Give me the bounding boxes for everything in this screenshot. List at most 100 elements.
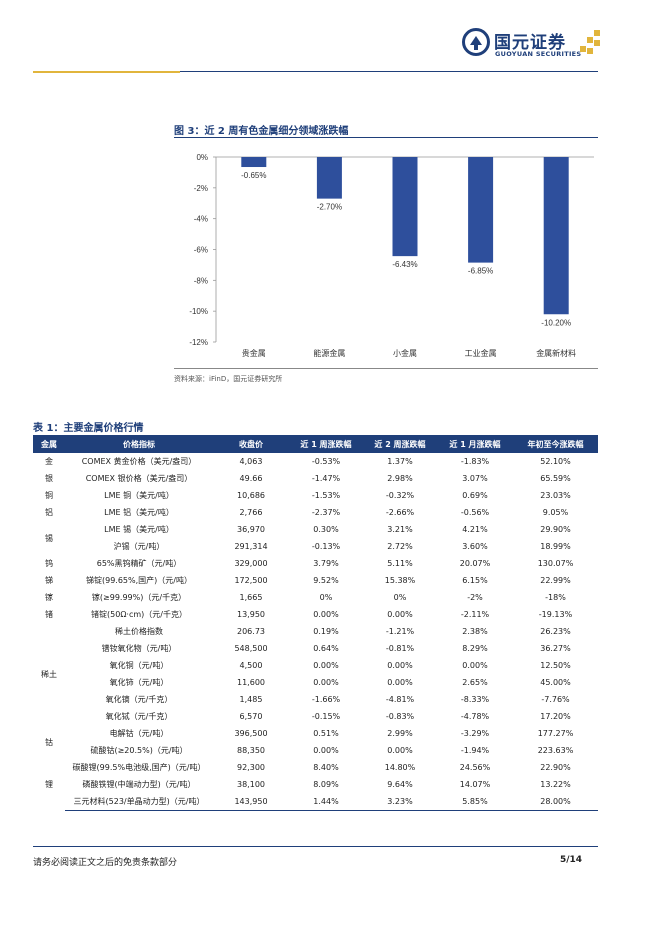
header-rule-gold bbox=[33, 71, 180, 73]
table-cell: 3.79% bbox=[313, 559, 339, 568]
metal-cell: 铝 bbox=[45, 508, 53, 517]
table-cell: -2% bbox=[467, 593, 483, 602]
footer-rule bbox=[33, 846, 598, 847]
table-cell: 12.50% bbox=[540, 661, 571, 670]
table-cell: 18.99% bbox=[540, 542, 571, 551]
table-cell: 8.40% bbox=[313, 763, 339, 772]
table-cell: 8.29% bbox=[462, 644, 488, 653]
table-cell: -2.37% bbox=[311, 508, 341, 517]
company-name-en: GUOYUAN SECURITIES bbox=[495, 50, 582, 58]
table-cell: 氧化铽（元/千克） bbox=[105, 712, 173, 721]
table-cell: 14.80% bbox=[384, 763, 416, 772]
table-header-row: 金属 价格指标 收盘价近 1 周涨跌幅近 2 周涨跌幅近 1 月涨跌幅 年初至今涨跌幅 bbox=[33, 435, 598, 453]
table-cell: 3.21% bbox=[387, 525, 413, 534]
table-cell: 49.66 bbox=[239, 474, 263, 483]
figure-top-rule bbox=[174, 137, 598, 138]
table-cell: -3.29% bbox=[460, 729, 490, 738]
table-cell: 9.52% bbox=[313, 576, 339, 585]
logo-decoration-icon bbox=[580, 30, 600, 54]
metal-cell: 银 bbox=[45, 474, 53, 483]
table-row: 沪锡（元/吨） 291,314 -0.13% 2.72% 3.60% 18.99% bbox=[33, 538, 598, 555]
table-cell: 45.00% bbox=[540, 678, 571, 687]
table-header-cell: 收盘价 bbox=[213, 435, 289, 453]
table-cell: 1.37% bbox=[387, 457, 413, 466]
metal-cell: 钨 bbox=[45, 559, 53, 568]
table-cell: 130.07% bbox=[537, 559, 574, 568]
table-cell: 65.59% bbox=[540, 474, 571, 483]
category-labels: 贵金属 能源金属 小金属 工业金属 金属新材料 bbox=[242, 348, 576, 358]
bar-series bbox=[241, 157, 569, 315]
table-cell: 3.60% bbox=[462, 542, 488, 551]
table-cell: -19.13% bbox=[538, 610, 573, 619]
value-labels: -0.65% -2.70% -6.43% -6.85% -10.20% bbox=[241, 171, 571, 327]
logo-emblem-icon bbox=[462, 28, 490, 56]
table-cell: 20.07% bbox=[459, 559, 491, 568]
table-cell: -1.53% bbox=[311, 491, 341, 500]
bar bbox=[241, 157, 267, 168]
y-tick-label: -2% bbox=[194, 184, 208, 193]
table-cell: 8.09% bbox=[313, 780, 339, 789]
table-cell: 0.51% bbox=[313, 729, 339, 738]
table-cell: 26.23% bbox=[540, 627, 571, 636]
bar-value-label: -6.43% bbox=[392, 260, 417, 269]
table-cell: 4.21% bbox=[462, 525, 488, 534]
table-cell: 2.38% bbox=[462, 627, 488, 636]
table-cell: -2.66% bbox=[385, 508, 415, 517]
table-cell: 0.00% bbox=[313, 678, 339, 687]
bar-value-label: -0.65% bbox=[241, 171, 266, 180]
bar bbox=[468, 157, 494, 263]
metal-cell: 锑 bbox=[45, 576, 53, 585]
category-label: 贵金属 bbox=[242, 348, 266, 358]
table-row: 氧化铈（元/吨） 11,600 0.00% 0.00% 2.65% 45.00% bbox=[33, 674, 598, 691]
table-cell: 硫酸钴(≥20.5%)（元/吨） bbox=[90, 746, 188, 755]
category-label: 金属新材料 bbox=[536, 348, 576, 358]
table-cell: 0.00% bbox=[387, 661, 413, 670]
company-name: 国元证券 bbox=[494, 33, 566, 53]
table-cell: 0.00% bbox=[313, 746, 339, 755]
table-cell: 14.07% bbox=[459, 780, 491, 789]
table-cell: COMEX 银价格（美元/盎司） bbox=[85, 474, 193, 483]
figure-title: 图 3：近 2 周有色金属细分领域涨跌幅 bbox=[174, 126, 349, 137]
table-cell: 13,950 bbox=[237, 610, 265, 619]
table-row: 稀土 稀土价格指数 206.73 0.19% -1.21% 2.38% 26.23% bbox=[33, 623, 598, 679]
table-cell: 15.38% bbox=[384, 576, 416, 585]
bar-value-label: -6.85% bbox=[468, 267, 493, 276]
table-row: 钴 电解钴（元/吨） 396,500 0.51% 2.99% -3.29% 177.27% bbox=[33, 725, 598, 747]
table-cell: -4.78% bbox=[460, 712, 490, 721]
table-cell: 17.20% bbox=[540, 712, 571, 721]
table-cell: 38,100 bbox=[237, 780, 265, 789]
table-cell: -18% bbox=[545, 593, 566, 602]
bar-chart: 0% -2% -4% -6% -8% -10% -12% -0.65% -2.70% -6.43… bbox=[189, 153, 594, 358]
table-row: 铜 LME 铜（美元/吨） 10,686 -1.53% -0.32% 0.69% 23.03… bbox=[33, 487, 598, 504]
table-cell: 223.63% bbox=[537, 746, 574, 755]
table-cell: -1.47% bbox=[311, 474, 341, 483]
page-number: 5/14 bbox=[560, 855, 583, 865]
table-row: 金 COMEX 黄金价格（美元/盎司） 4,063 -0.53% 1.37% -1.83%… bbox=[33, 453, 598, 470]
table-cell: 329,000 bbox=[234, 559, 268, 568]
table-cell: 1,665 bbox=[239, 593, 263, 602]
table-cell: 5.85% bbox=[437, 793, 513, 811]
table-cell: 4,063 bbox=[239, 457, 263, 466]
category-label: 工业金属 bbox=[465, 348, 497, 358]
table-row: 氧化铜（元/吨） 4,500 0.00% 0.00% 0.00% 12.50% bbox=[33, 657, 598, 674]
table-cell: 稀土价格指数 bbox=[115, 627, 163, 636]
table-cell: 11,600 bbox=[237, 678, 265, 687]
table-cell: 2,766 bbox=[239, 508, 263, 517]
table-cell: 65%黑钨精矿（元/吨） bbox=[96, 559, 182, 568]
table-cell: 0.19% bbox=[313, 627, 339, 636]
table-cell: -0.32% bbox=[385, 491, 415, 500]
table-header-cell: 价格指标 bbox=[65, 435, 213, 453]
table-cell: 0.00% bbox=[387, 610, 413, 619]
table-cell: 6.15% bbox=[462, 576, 488, 585]
table-cell: 3.07% bbox=[462, 474, 488, 483]
table-cell: 29.90% bbox=[540, 525, 571, 534]
table-cell: 36,970 bbox=[237, 525, 265, 534]
table-row: 锗 锗锭(50Ω·cm)（元/千克） 13,950 0.00% 0.00% -2.11% -… bbox=[33, 606, 598, 623]
table-cell: 5.11% bbox=[387, 559, 413, 568]
table-row: 钨 65%黑钨精矿（元/吨） 329,000 3.79% 5.11% 20.07% 130.… bbox=[33, 555, 598, 572]
table-cell: 9.05% bbox=[542, 508, 569, 517]
table-cell: 0.30% bbox=[313, 525, 339, 534]
metal-price-table: 金属 价格指标 收盘价近 1 周涨跌幅近 2 周涨跌幅近 1 月涨跌幅 年初至今涨跌幅… bbox=[33, 435, 598, 811]
table-row: 氧化铽（元/千克） 6,570 -0.15% -0.83% -4.78% 17.20% bbox=[33, 708, 598, 725]
table-cell: 碳酸锂(99.5%电池级,国产)（元/吨） bbox=[72, 763, 206, 772]
